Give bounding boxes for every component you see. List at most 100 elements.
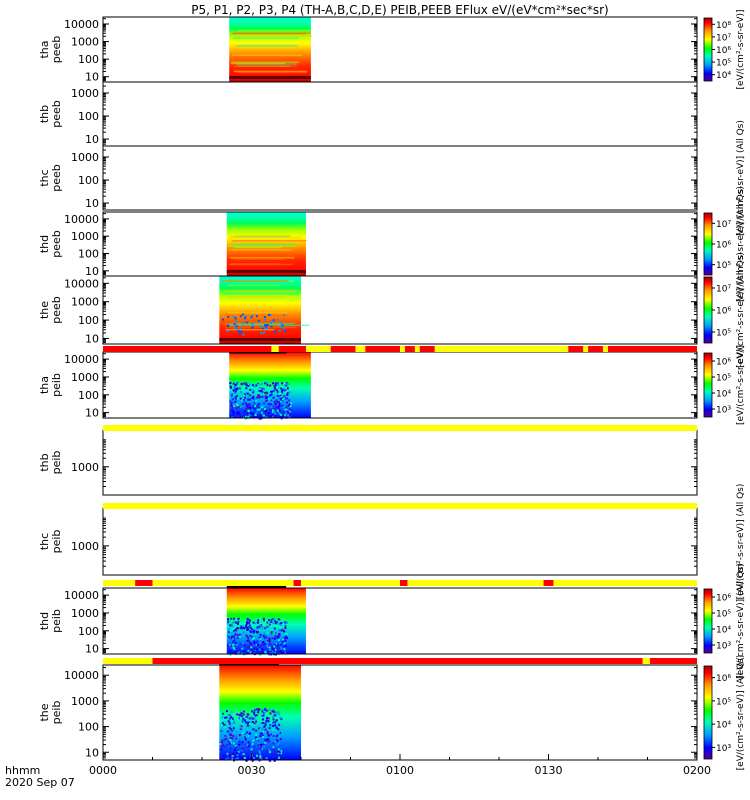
spectrogram-texture bbox=[248, 398, 251, 401]
spectrogram-texture bbox=[254, 400, 257, 403]
spectrogram-texture bbox=[275, 389, 278, 392]
panel-probe-label: the bbox=[38, 703, 51, 721]
spectrogram-texture bbox=[249, 721, 252, 724]
spectrogram-texture bbox=[229, 734, 232, 737]
spectrogram-texture bbox=[253, 757, 256, 760]
spectrogram-texture bbox=[242, 733, 245, 736]
spectrogram-texture bbox=[269, 712, 272, 715]
spectrogram-texture bbox=[229, 739, 232, 742]
spectrogram-texture bbox=[259, 641, 262, 644]
spectrogram-texture bbox=[239, 387, 242, 390]
spectrogram-texture bbox=[233, 327, 236, 330]
spectrogram-texture bbox=[237, 406, 240, 409]
spectrogram-texture bbox=[235, 320, 238, 323]
spectrogram-texture bbox=[225, 710, 228, 713]
ytick-label: 1000 bbox=[71, 461, 99, 474]
spectrogram-texture bbox=[256, 752, 259, 755]
spectrogram-texture bbox=[243, 736, 246, 739]
spectrogram-texture bbox=[257, 403, 260, 406]
spectrogram-texture bbox=[242, 395, 245, 398]
spectrogram-texture bbox=[264, 722, 267, 725]
spectrogram-texture bbox=[270, 401, 273, 404]
spectrogram-texture bbox=[221, 739, 224, 742]
spectrogram-texture bbox=[236, 383, 239, 386]
spectrogram-texture bbox=[269, 384, 272, 387]
spectrogram-texture bbox=[235, 737, 238, 740]
spectrogram-texture bbox=[221, 745, 224, 748]
spectrogram-texture bbox=[232, 37, 299, 39]
spectrogram-texture bbox=[287, 414, 290, 417]
spectrogram-texture bbox=[228, 714, 231, 717]
ytick-label: 100 bbox=[78, 314, 99, 327]
spectrogram-texture bbox=[246, 628, 249, 631]
spectrogram-texture bbox=[261, 727, 264, 730]
spectrogram-texture bbox=[273, 645, 276, 648]
spectrogram-texture bbox=[270, 649, 273, 652]
spectrogram-texture bbox=[281, 399, 284, 402]
ytick-label: 100 bbox=[78, 174, 99, 187]
spectrogram-texture bbox=[252, 739, 255, 742]
spectrogram-texture bbox=[250, 716, 253, 719]
spectrogram-texture bbox=[222, 318, 225, 321]
spectrogram-texture bbox=[259, 645, 262, 648]
spectrogram-texture bbox=[241, 313, 244, 316]
spectrogram-texture bbox=[275, 405, 278, 408]
spectrogram-texture bbox=[241, 720, 244, 723]
spectrogram-texture bbox=[234, 400, 237, 403]
spectrogram-texture bbox=[253, 641, 256, 644]
spectrogram-texture bbox=[227, 740, 230, 743]
colorbar-tick-label: 10⁸ bbox=[716, 21, 731, 31]
spectrogram-texture bbox=[261, 387, 264, 390]
spectrogram-texture bbox=[268, 390, 271, 393]
spectrogram-texture bbox=[261, 627, 264, 630]
spectrogram-texture bbox=[277, 752, 280, 755]
spectrogram-texture bbox=[259, 383, 262, 386]
spectrogram-texture bbox=[240, 756, 243, 759]
spectrogram-texture bbox=[276, 621, 279, 624]
spectrogram-texture bbox=[240, 327, 243, 330]
spectrogram-texture bbox=[262, 721, 265, 724]
spectrogram-texture bbox=[275, 399, 278, 402]
spectrogram-texture bbox=[279, 399, 282, 402]
flag-segment bbox=[400, 580, 408, 586]
ytick-label: 10000 bbox=[64, 213, 99, 226]
spectrogram-texture bbox=[230, 394, 233, 397]
spectrogram-texture bbox=[261, 382, 264, 385]
spectrogram-texture bbox=[277, 756, 280, 759]
spectrogram-texture bbox=[257, 627, 260, 630]
spectrogram-texture bbox=[281, 385, 284, 388]
spectrogram-texture bbox=[233, 415, 236, 418]
spectrogram-texture bbox=[229, 728, 232, 731]
spectrogram-texture bbox=[248, 717, 251, 720]
spectrogram-texture bbox=[269, 408, 272, 411]
spectrogram-texture bbox=[263, 637, 266, 640]
spectrogram-texture bbox=[238, 332, 241, 335]
spectrogram-texture bbox=[282, 618, 285, 621]
spectrogram-texture bbox=[276, 644, 279, 647]
spectrogram-texture bbox=[234, 650, 237, 653]
spectrogram-texture bbox=[273, 627, 276, 630]
spectrogram-texture bbox=[244, 644, 247, 647]
spectrogram-texture bbox=[240, 399, 243, 402]
colorbar-unit-label: [eV/(cm²-s-sr-eV)] bbox=[736, 345, 746, 425]
spectrogram-texture bbox=[262, 617, 265, 620]
colorbar-the-peeb bbox=[703, 276, 713, 344]
spectrogram-texture bbox=[248, 722, 251, 725]
spectrogram-texture bbox=[274, 651, 277, 654]
spectrogram-texture bbox=[240, 391, 243, 394]
ytick-label: 10000 bbox=[64, 277, 99, 290]
spectrogram-texture bbox=[231, 625, 234, 628]
spectrogram-texture bbox=[230, 637, 233, 640]
spectrogram-texture bbox=[233, 759, 236, 762]
spectrogram-texture bbox=[233, 258, 285, 260]
spectrogram-texture bbox=[232, 382, 235, 385]
spectrogram-texture bbox=[221, 722, 224, 725]
spectrogram-texture bbox=[227, 296, 285, 299]
spectrogram-texture bbox=[272, 632, 275, 635]
spectrogram-texture bbox=[228, 721, 231, 724]
spectrogram-texture bbox=[237, 756, 240, 759]
spectrogram-texture bbox=[261, 390, 264, 393]
spectrogram-texture bbox=[253, 647, 256, 650]
spectrogram-texture bbox=[271, 630, 274, 633]
